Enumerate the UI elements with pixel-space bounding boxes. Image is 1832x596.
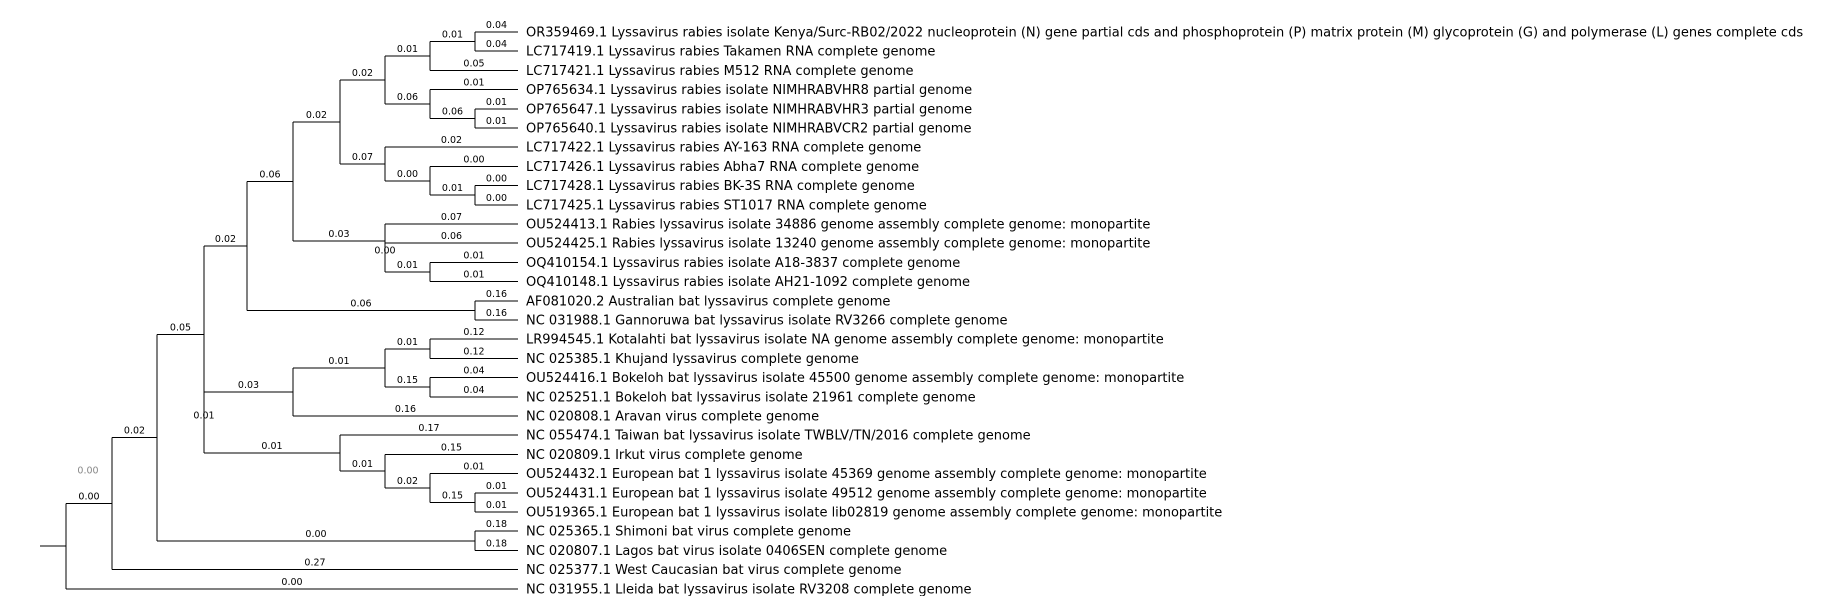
branch-length-label: 0.04: [463, 385, 484, 396]
taxon-label: NC 031955.1 Lleida bat lyssavirus isolat…: [526, 582, 972, 596]
branch-length-label: 0.01: [463, 78, 484, 89]
branch-length-label: 0.16: [395, 404, 416, 415]
branch-length-label: 0.02: [215, 234, 236, 245]
taxon-label: OU524425.1 Rabies lyssavirus isolate 132…: [526, 237, 1150, 252]
branch-length-label: 0.01: [486, 500, 507, 511]
branch-length-label: 0.04: [486, 39, 507, 50]
branch-length-label: 0.01: [193, 411, 214, 422]
branch-length-label: 0.17: [418, 423, 439, 434]
branch-length-label: 0.06: [441, 231, 462, 242]
taxon-label: LC717421.1 Lyssavirus rabies M512 RNA co…: [526, 64, 914, 79]
branch-length-label: 0.01: [463, 250, 484, 261]
taxon-label: NC 031988.1 Gannoruwa bat lyssavirus iso…: [526, 314, 1007, 329]
branch-length-label: 0.00: [281, 577, 302, 588]
taxon-label: OU524431.1 European bat 1 lyssavirus iso…: [526, 486, 1207, 501]
taxon-label: NC 020808.1 Aravan virus complete genome: [526, 410, 819, 425]
branch-length-label: 0.16: [486, 289, 507, 300]
taxon-label: NC 025365.1 Shimoni bat virus complete g…: [526, 525, 851, 540]
branch-length-label: 0.06: [350, 298, 371, 309]
branch-length-label: 0.16: [486, 308, 507, 319]
branch-length-label: 0.04: [463, 366, 484, 377]
taxon-label: LC717426.1 Lyssavirus rabies Abha7 RNA c…: [526, 160, 919, 175]
taxon-label: NC 025385.1 Khujand lyssavirus complete …: [526, 352, 859, 367]
taxon-label: OR359469.1 Lyssavirus rabies isolate Ken…: [526, 26, 1803, 41]
branch-length-label: 0.18: [486, 538, 507, 549]
branch-length-label: 0.01: [486, 97, 507, 108]
taxon-label: LR994545.1 Kotalahti bat lyssavirus isol…: [526, 333, 1164, 348]
branch-length-label: 0.01: [442, 30, 463, 41]
branch-length-label: 0.01: [397, 260, 418, 271]
taxon-label: NC 025377.1 West Caucasian bat virus com…: [526, 563, 902, 578]
taxon-label: NC 025251.1 Bokeloh bat lyssavirus isola…: [526, 390, 976, 405]
branch-length-label: 0.00: [397, 169, 418, 180]
branch-length-label: 0.01: [463, 462, 484, 473]
taxon-label: OP765640.1 Lyssavirus rabies isolate NIM…: [526, 122, 971, 137]
branch-length-label: 0.12: [463, 327, 484, 338]
taxon-label: OP765634.1 Lyssavirus rabies isolate NIM…: [526, 83, 972, 98]
taxon-label: LC717428.1 Lyssavirus rabies BK-3S RNA c…: [526, 179, 915, 194]
taxon-label: OQ410154.1 Lyssavirus rabies isolate A18…: [526, 256, 960, 271]
branch-length-label: 0.00: [374, 246, 395, 257]
taxon-label: LC717419.1 Lyssavirus rabies Takamen RNA…: [526, 45, 935, 60]
taxon-label: NC 020807.1 Lagos bat virus isolate 0406…: [526, 544, 947, 559]
branch-length-label: 0.15: [441, 442, 462, 453]
branch-length-label: 0.06: [397, 92, 418, 103]
taxon-label: OU519365.1 European bat 1 lyssavirus iso…: [526, 506, 1222, 521]
branch-length-label: 0.12: [463, 346, 484, 357]
branch-length-label: 0.27: [304, 558, 325, 569]
branch-length-label: 0.03: [238, 380, 259, 391]
taxon-label: OU524432.1 European bat 1 lyssavirus iso…: [526, 467, 1207, 482]
taxon-label: OQ410148.1 Lyssavirus rabies isolate AH2…: [526, 275, 970, 290]
branch-length-label: 0.01: [261, 441, 282, 452]
branch-length-label: 0.01: [352, 459, 373, 470]
root-length-label: 0.00: [77, 466, 98, 477]
branch-length-label: 0.02: [441, 135, 462, 146]
branch-length-label: 0.15: [397, 375, 418, 386]
branch-length-label: 0.01: [328, 356, 349, 367]
branch-length-label: 0.02: [306, 110, 327, 121]
branch-length-label: 0.01: [397, 44, 418, 55]
branch-length-label: 0.15: [442, 490, 463, 501]
branch-length-label: 0.07: [441, 212, 462, 223]
branch-length-label: 0.06: [442, 106, 463, 117]
branch-length-label: 0.00: [305, 529, 326, 540]
branch-length-label: 0.00: [486, 174, 507, 185]
taxon-label: NC 020809.1 Irkut virus complete genome: [526, 448, 803, 463]
branch-length-label: 0.01: [442, 183, 463, 194]
branch-length-label: 0.02: [124, 426, 145, 437]
branch-length-label: 0.02: [397, 476, 418, 487]
taxon-label: OU524416.1 Bokeloh bat lyssavirus isolat…: [526, 371, 1184, 386]
branch-length-label: 0.00: [486, 193, 507, 204]
branch-length-label: 0.02: [352, 68, 373, 79]
taxon-label: OP765647.1 Lyssavirus rabies isolate NIM…: [526, 102, 972, 117]
taxon-label: NC 055474.1 Taiwan bat lyssavirus isolat…: [526, 429, 1031, 444]
branch-length-label: 0.01: [486, 116, 507, 127]
taxon-label: LC717425.1 Lyssavirus rabies ST1017 RNA …: [526, 198, 927, 213]
taxon-label: OU524413.1 Rabies lyssavirus isolate 348…: [526, 218, 1150, 233]
taxon-label: LC717422.1 Lyssavirus rabies AY-163 RNA …: [526, 141, 921, 156]
branch-length-label: 0.06: [259, 169, 280, 180]
branch-length-label: 0.03: [328, 229, 349, 240]
branch-length-label: 0.00: [78, 492, 99, 503]
taxon-label: AF081020.2 Australian bat lyssavirus com…: [526, 294, 890, 309]
branch-length-label: 0.04: [486, 20, 507, 31]
branch-length-label: 0.05: [170, 322, 191, 333]
branch-length-label: 0.01: [397, 337, 418, 348]
branch-length-label: 0.05: [463, 58, 484, 69]
branch-length-label: 0.07: [352, 152, 373, 163]
branch-length-label: 0.18: [486, 519, 507, 530]
branch-length-label: 0.01: [463, 270, 484, 281]
branch-length-label: 0.01: [486, 481, 507, 492]
branch-length-label: 0.00: [463, 154, 484, 165]
